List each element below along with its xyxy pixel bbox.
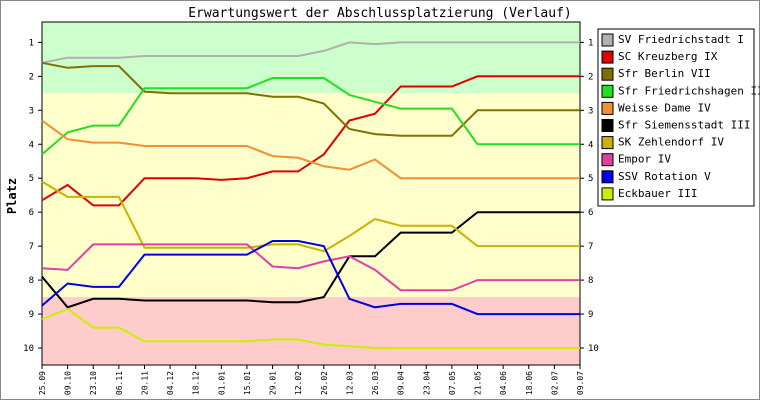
x-tick-label: 09.10: [64, 371, 73, 395]
legend-swatch: [601, 67, 614, 81]
legend-swatch: [601, 187, 614, 201]
legend-label: Eckbauer III: [618, 187, 697, 200]
y-tick-label: 10: [23, 344, 34, 354]
x-tick-label: 04.12: [166, 371, 175, 395]
series-line: [41, 61, 580, 137]
x-tick-label: 18.12: [192, 371, 201, 395]
legend-box: [597, 28, 755, 207]
plot-area: [41, 21, 581, 366]
y-tick-label: 3: [29, 106, 34, 116]
y-tick-label: 1: [29, 38, 34, 48]
y-tick-label-right: 8: [588, 276, 593, 286]
y-tick-label-right: 3: [588, 106, 593, 116]
y-tick-label: 8: [29, 276, 34, 286]
chart-title: Erwartungswert der Abschlussplatzierung …: [188, 6, 572, 21]
series-line: [41, 180, 580, 253]
x-tick-label: 02.07: [550, 371, 559, 395]
x-tick-label: 23.04: [422, 371, 431, 395]
y-axis-label: Platz: [5, 178, 19, 214]
x-tick-label: 07.05: [448, 371, 457, 395]
legend-label: SK Zehlendorf IV: [618, 136, 724, 149]
y-tick-label-right: 10: [588, 344, 599, 354]
legend-label: Weisse Dame IV: [618, 101, 711, 114]
legend-swatch: [601, 84, 614, 98]
x-tick-label: 23.10: [89, 371, 98, 395]
legend-label: Empor IV: [618, 153, 671, 166]
x-tick-label: 21.05: [474, 371, 483, 395]
x-tick-label: 04.06: [499, 371, 508, 395]
x-tick-label: 12.02: [294, 371, 303, 395]
legend-label: Sfr Siemensstadt III: [618, 119, 750, 132]
band: [42, 297, 580, 365]
y-tick-label-right: 9: [588, 310, 593, 320]
x-tick-label: 06.11: [115, 371, 124, 395]
x-tick-label: 25.09: [38, 371, 47, 395]
y-tick-label: 9: [29, 310, 34, 320]
y-tick-label-right: 5: [588, 174, 593, 184]
series-line: [41, 307, 580, 349]
x-tick-label: 26.03: [371, 371, 380, 395]
x-tick-label: 01.01: [217, 371, 226, 395]
legend-label: Sfr Friedrichshagen II: [618, 84, 760, 97]
legend-swatch: [601, 119, 614, 132]
x-tick-label: 09.07: [576, 371, 585, 395]
x-tick-label: 12.03: [345, 371, 354, 395]
series-line: [41, 243, 580, 292]
x-tick-label: 15.01: [243, 371, 252, 395]
legend-label: SV Friedrichstadt I: [618, 33, 744, 46]
y-tick-label: 4: [29, 140, 34, 150]
series-line: [41, 119, 580, 180]
y-tick-label-right: 7: [588, 242, 593, 252]
y-tick-label: 6: [29, 208, 34, 218]
series-line: [41, 211, 580, 309]
y-tick-label-right: 4: [588, 140, 593, 150]
y-tick-label: 5: [29, 174, 34, 184]
y-tick-label: 7: [29, 242, 34, 252]
x-tick-label: 29.01: [269, 371, 278, 395]
legend-swatch: [601, 170, 614, 184]
x-tick-label: 26.02: [320, 371, 329, 395]
legend-swatch: [601, 153, 614, 167]
legend-label: Sfr Berlin VII: [618, 67, 711, 80]
band: [42, 93, 580, 298]
x-tick-label: 18.06: [525, 371, 534, 395]
y-tick-label-right: 2: [588, 72, 593, 82]
y-tick-label-right: 1: [588, 38, 593, 48]
legend-swatch: [601, 33, 614, 47]
legend-swatch: [601, 136, 614, 150]
legend-label: SC Kreuzberg IX: [618, 50, 718, 63]
y-tick-label: 2: [29, 72, 34, 82]
series-line: [41, 41, 580, 64]
x-tick-label: 20.11: [140, 371, 149, 395]
legend: SV Friedrichstadt I SC Kreuzberg IX Sfr Be…: [597, 28, 760, 207]
legend-label: SSV Rotation V: [618, 170, 711, 183]
series-line: [41, 77, 580, 156]
legend-swatch: [601, 101, 614, 115]
x-tick-label: 09.04: [397, 371, 406, 395]
series-line: [41, 240, 580, 316]
y-tick-label-right: 6: [588, 208, 593, 218]
legend-swatch: [601, 50, 614, 64]
